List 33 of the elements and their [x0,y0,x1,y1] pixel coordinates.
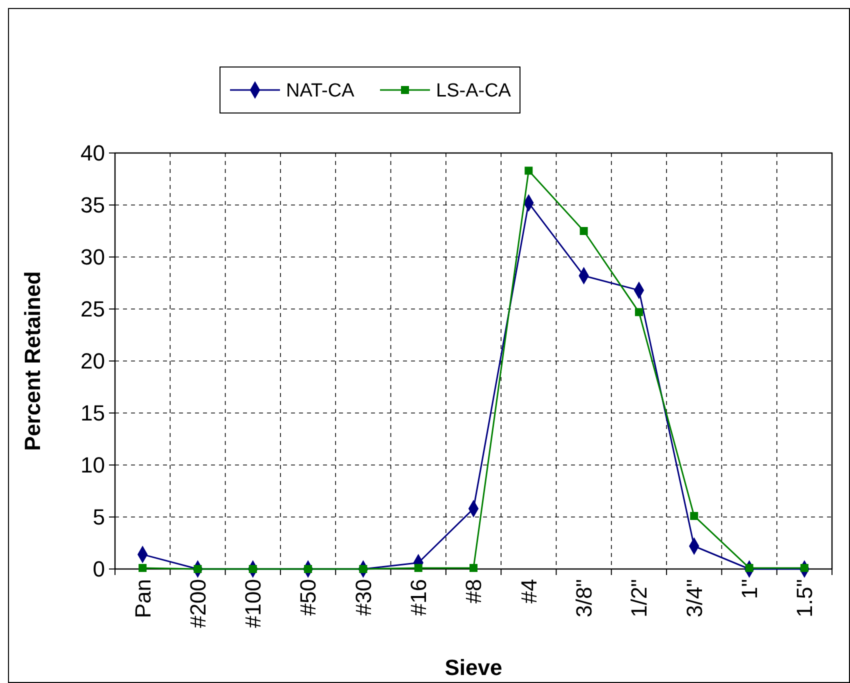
legend-label: NAT-CA [286,80,355,102]
y-tick-label: 15 [80,400,105,426]
y-tick-label: 30 [80,244,105,270]
x-tick-label: 1" [736,579,762,600]
y-tick-label: 0 [92,556,105,582]
x-tick-label: #8 [461,579,486,604]
x-tick-label: 3/8" [572,579,597,618]
point [414,564,422,572]
x-axis-title: Sieve [444,655,502,680]
x-tick-label: #50 [296,579,321,616]
point [138,564,147,572]
legend-label: LS-A-CA [436,80,512,102]
point [580,227,588,235]
x-tick-label: #100 [240,579,266,628]
x-tick-label: #30 [350,579,376,616]
y-tick-label: 40 [80,140,105,166]
x-tick-label: 3/4" [682,579,707,618]
y-tick-label: 25 [80,296,105,322]
y-tick-label: 20 [80,348,105,374]
x-tick-label: #200 [185,579,210,628]
point [524,166,533,175]
y-tick-label: 35 [80,192,105,218]
x-tick-label: #16 [406,579,432,616]
point [634,308,643,316]
x-tick-label: 1.5" [792,579,818,618]
point [470,564,478,572]
y-tick-label: 5 [92,504,105,530]
x-tick-label: 1/2" [626,579,652,618]
x-tick-label: Pan [130,579,156,618]
point [690,512,698,520]
y-axis-title: Percent Retained [20,271,45,451]
x-tick-label: #4 [516,579,542,604]
y-tick-label: 10 [80,452,105,478]
